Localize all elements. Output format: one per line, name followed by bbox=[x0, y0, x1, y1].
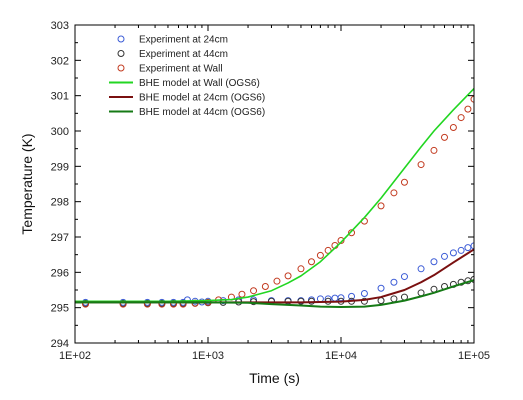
data-point bbox=[297, 265, 305, 273]
legend-marker bbox=[117, 35, 125, 43]
data-point bbox=[297, 297, 305, 305]
data-point bbox=[440, 252, 448, 260]
data-point bbox=[250, 287, 258, 295]
axes: 1E+02 1E+03 1E+04 1E+05 294 295 296 297 298 299 30… bbox=[51, 20, 490, 362]
legend-marker bbox=[117, 64, 125, 72]
data-point bbox=[377, 284, 385, 292]
x-tick-label: 1E+04 bbox=[325, 350, 357, 362]
data-point bbox=[390, 278, 398, 286]
legend-marker bbox=[117, 50, 125, 57]
y-tick-label: 296 bbox=[51, 267, 69, 279]
data-point bbox=[470, 242, 474, 250]
series-line bbox=[75, 279, 474, 308]
y-tick-label: 294 bbox=[51, 338, 69, 350]
data-point bbox=[377, 202, 385, 210]
x-tick-label: 1E+05 bbox=[458, 350, 490, 362]
data-point bbox=[417, 161, 425, 169]
data-point bbox=[430, 146, 438, 154]
y-tick-label: 303 bbox=[51, 20, 69, 32]
data-point bbox=[307, 258, 315, 266]
x-tick-label: 1E+02 bbox=[59, 350, 91, 362]
data-point bbox=[470, 95, 474, 103]
data-point bbox=[316, 251, 324, 259]
y-tick-label: 297 bbox=[51, 232, 69, 244]
data-point bbox=[400, 178, 408, 186]
x-axis-title: Time (s) bbox=[249, 370, 300, 386]
y-tick-label: 300 bbox=[51, 126, 69, 138]
legend-label: Experiment at 44cm bbox=[139, 49, 228, 60]
y-tick-label: 299 bbox=[51, 161, 69, 173]
data-point bbox=[464, 105, 472, 113]
legend-label: BHE model at 44cm (OGS6) bbox=[139, 107, 265, 118]
y-tick-label: 295 bbox=[51, 303, 69, 315]
data-point bbox=[470, 275, 474, 283]
data-point bbox=[348, 229, 356, 237]
data-point bbox=[449, 123, 457, 131]
y-tick-label: 301 bbox=[51, 91, 69, 103]
data-point bbox=[273, 277, 281, 285]
data-point bbox=[449, 249, 457, 257]
y-axis-title: Temperature (K) bbox=[19, 133, 35, 234]
legend-label: BHE model at 24cm (OGS6) bbox=[139, 93, 265, 104]
legend: Experiment at 24cm Experiment at 44cm Expe… bbox=[109, 35, 265, 118]
y-tick-label: 298 bbox=[51, 197, 69, 209]
data-point bbox=[360, 297, 368, 305]
data-point bbox=[390, 189, 398, 197]
data-point bbox=[464, 244, 472, 252]
data-point bbox=[337, 237, 345, 245]
data-point bbox=[400, 273, 408, 281]
data-point bbox=[430, 258, 438, 266]
legend-label: Experiment at Wall bbox=[139, 64, 223, 75]
x-tick-label: 1E+03 bbox=[192, 350, 224, 362]
data-point bbox=[261, 282, 269, 290]
data-point bbox=[348, 292, 356, 300]
data-point bbox=[440, 133, 448, 141]
plot-series bbox=[75, 88, 474, 308]
legend-label: BHE model at Wall (OGS6) bbox=[139, 78, 260, 89]
series-line bbox=[75, 88, 474, 303]
data-point bbox=[417, 265, 425, 273]
y-tick-label: 302 bbox=[51, 55, 69, 67]
legend-label: Experiment at 24cm bbox=[139, 35, 228, 46]
data-point bbox=[457, 114, 465, 122]
data-point bbox=[284, 272, 292, 280]
data-point bbox=[360, 290, 368, 298]
data-point bbox=[457, 246, 465, 254]
